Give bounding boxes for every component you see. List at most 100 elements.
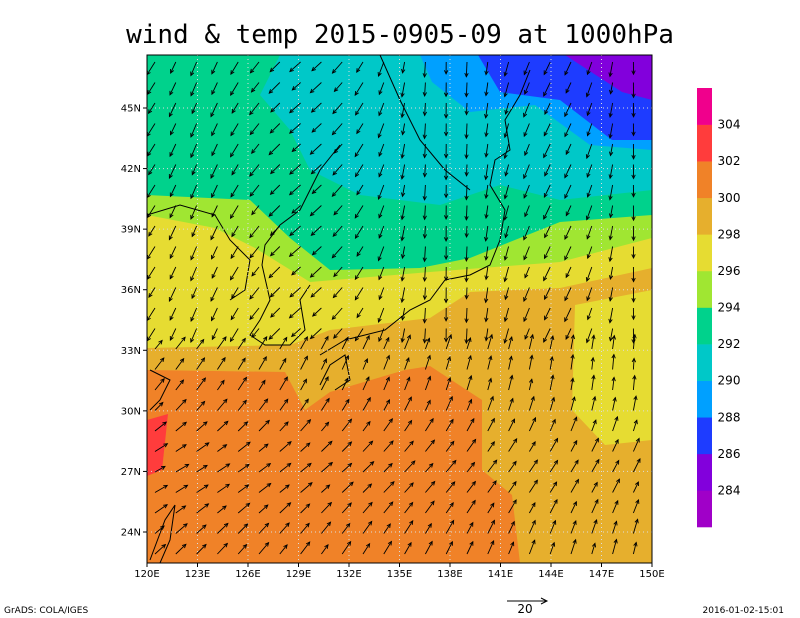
wind-arrow-head: [367, 483, 373, 488]
wind-arrow: [270, 287, 281, 298]
wind-arrow: [279, 441, 292, 452]
wind-arrow: [485, 164, 489, 180]
wind-arrow: [332, 164, 343, 176]
wind-arrow: [168, 164, 177, 179]
wind-arrow: [191, 287, 198, 299]
footer-right: 2016-01-02-15:01: [703, 606, 785, 616]
wind-arrow: [196, 377, 206, 391]
wind-arrow-head: [422, 277, 427, 283]
wind-arrow-head: [631, 93, 636, 99]
wind-arrow-head: [163, 484, 169, 489]
wind-arrow-head: [289, 170, 294, 175]
wind-arrow: [147, 328, 156, 341]
wind-arrow-head: [169, 315, 174, 321]
wind-arrow: [217, 380, 225, 391]
wind-arrow: [362, 543, 370, 555]
wind-arrow: [504, 266, 510, 282]
wind-arrow: [270, 184, 281, 195]
wind-arrow: [544, 225, 551, 238]
wind-arrow: [190, 143, 198, 158]
wind-arrow-head: [543, 91, 548, 97]
wind-arrow-head: [564, 235, 569, 240]
wind-arrow: [632, 396, 637, 411]
wind-arrow-head: [533, 479, 538, 485]
wind-arrow-head: [368, 501, 373, 507]
wind-arrow: [258, 483, 271, 493]
wind-arrow: [148, 164, 156, 175]
wind-arrow-head: [190, 276, 195, 282]
wind-arrow-head: [524, 89, 529, 95]
wind-arrow: [289, 164, 301, 175]
wind-arrow: [312, 246, 322, 256]
wind-arrow: [504, 82, 510, 97]
wind-arrow-head: [168, 297, 173, 302]
wind-arrow-head: [484, 194, 489, 200]
wind-arrow: [356, 184, 364, 195]
wind-arrow: [170, 61, 177, 74]
wind-arrow: [466, 355, 472, 370]
wind-arrow-head: [585, 92, 590, 98]
wind-arrow: [249, 184, 260, 197]
wind-arrow-head: [631, 174, 636, 180]
wind-arrow: [147, 266, 156, 280]
wind-arrow: [300, 398, 309, 411]
wind-arrow: [570, 501, 577, 514]
wind-arrow: [231, 287, 239, 299]
wind-arrow-head: [512, 460, 517, 466]
wind-arrow-head: [289, 292, 295, 298]
wind-arrow-head: [614, 415, 619, 421]
wind-arrow-head: [327, 440, 333, 446]
wind-arrow-head: [190, 316, 195, 322]
wind-arrow-head: [160, 357, 165, 363]
wind-arrow-head: [488, 333, 494, 339]
wind-arrow-head: [365, 334, 370, 340]
wind-arrow-head: [231, 170, 236, 176]
wind-arrow-head: [632, 374, 637, 380]
wind-arrow-head: [268, 212, 274, 217]
wind-arrow: [564, 164, 572, 178]
wind-arrow: [445, 481, 456, 493]
wind-arrow-head: [608, 174, 613, 180]
wind-arrow: [190, 205, 198, 220]
y-tick-label: 45N: [121, 104, 141, 115]
wind-arrow: [230, 328, 239, 342]
wind-arrow: [258, 356, 267, 370]
wind-arrow: [632, 458, 641, 473]
wind-arrow: [466, 102, 468, 115]
wind-arrow: [333, 266, 343, 277]
wind-arrow-head: [230, 152, 235, 158]
wind-arrow-head: [310, 231, 316, 237]
wind-arrow: [424, 102, 426, 116]
wind-arrow-head: [608, 318, 613, 324]
wind-arrow-head: [148, 293, 153, 298]
wind-arrow: [404, 520, 414, 534]
wind-arrow: [291, 82, 301, 91]
wind-arrow-head: [504, 171, 509, 177]
wind-arrow: [524, 143, 530, 156]
wind-arrow-head: [303, 336, 308, 341]
wind-arrow-head: [611, 353, 616, 359]
wind-arrow: [549, 438, 558, 452]
colorbar-swatch: [697, 453, 712, 491]
wind-arrow: [591, 482, 598, 493]
wind-arrow-head: [490, 502, 495, 508]
wind-arrow: [404, 335, 411, 350]
wind-arrow: [175, 379, 184, 391]
wind-arrow-head: [347, 462, 353, 468]
wind-arrow-head: [331, 315, 337, 321]
wind-arrow-head: [222, 444, 228, 449]
wind-arrow: [289, 307, 301, 319]
wind-arrow-head: [636, 457, 641, 463]
wind-arrow-head: [528, 378, 534, 384]
wind-arrow-head: [586, 70, 591, 76]
wind-arrow-head: [354, 336, 360, 342]
wind-arrow: [289, 184, 301, 196]
wind-arrow-head: [270, 313, 275, 318]
wind-arrow: [289, 102, 301, 113]
wind-arrow-head: [388, 462, 393, 468]
y-tick-label: 27N: [121, 467, 141, 478]
wind-arrow: [321, 422, 329, 432]
wind-arrow: [383, 418, 393, 432]
wind-arrow: [543, 123, 551, 136]
wind-arrow-head: [464, 195, 469, 201]
